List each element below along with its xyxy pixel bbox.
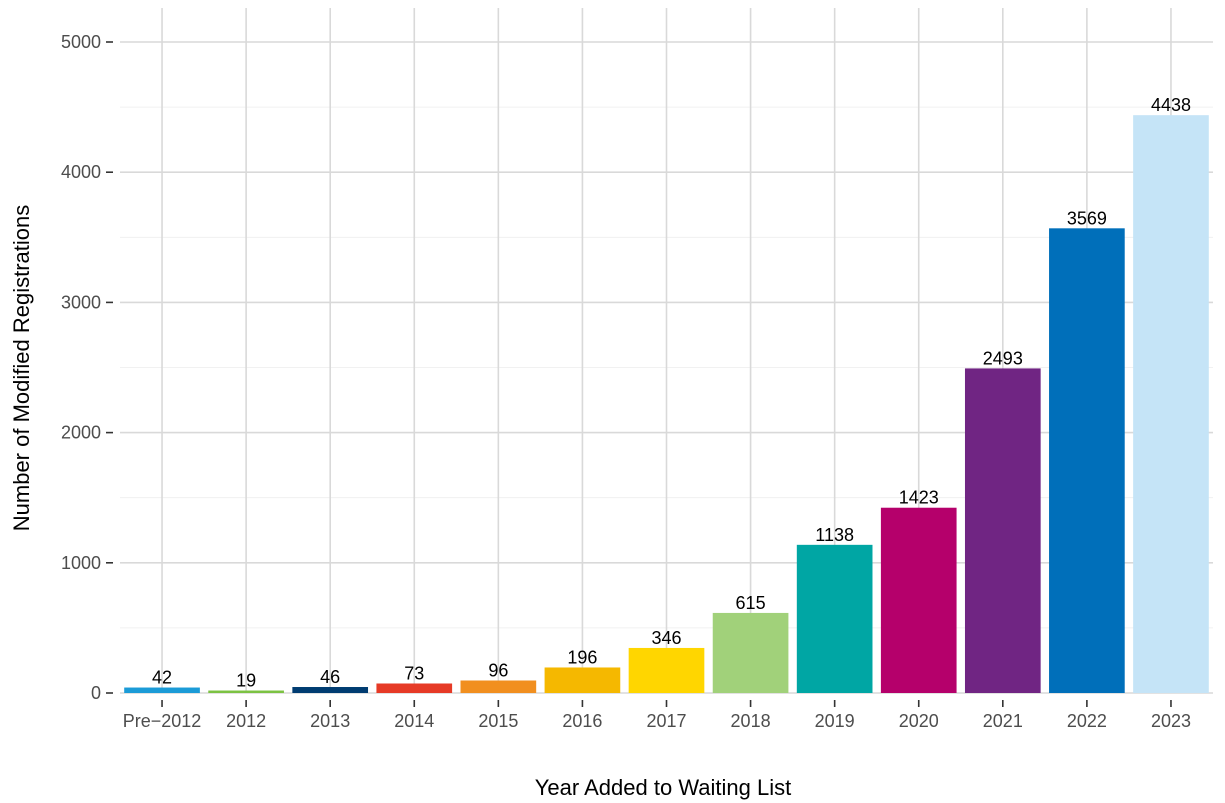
x-axis-title: Year Added to Waiting List — [535, 775, 791, 800]
bar — [461, 681, 537, 693]
bar — [208, 691, 284, 693]
bar — [1049, 228, 1125, 693]
y-tick-label: 2000 — [61, 423, 101, 443]
bar-value-label: 196 — [567, 647, 597, 667]
y-tick-label: 0 — [91, 683, 101, 703]
bar — [881, 508, 957, 693]
bar-value-label: 42 — [152, 668, 172, 688]
x-tick-label: 2023 — [1151, 711, 1191, 731]
x-tick-label: 2012 — [226, 711, 266, 731]
bar — [797, 545, 873, 693]
y-tick-label: 4000 — [61, 162, 101, 182]
x-tick-label: 2017 — [646, 711, 686, 731]
x-tick-label: 2014 — [394, 711, 434, 731]
x-tick-label: 2015 — [478, 711, 518, 731]
y-tick-label: 3000 — [61, 292, 101, 312]
x-tick-label: Pre−2012 — [123, 711, 202, 731]
x-axis: Pre−2012 2012 2013 2014 2015 2016 2017 2018 2019… — [123, 700, 1191, 731]
bar — [965, 368, 1041, 693]
bar-value-label: 2493 — [983, 348, 1023, 368]
x-tick-label: 2022 — [1067, 711, 1107, 731]
x-tick-label: 2013 — [310, 711, 350, 731]
y-tick-label: 1000 — [61, 553, 101, 573]
bar-value-label: 3569 — [1067, 208, 1107, 228]
bar — [713, 613, 789, 693]
bar — [545, 667, 621, 693]
bar-value-label: 19 — [236, 671, 256, 691]
bar-value-label: 346 — [651, 628, 681, 648]
y-axis-title: Number of Modified Registrations — [9, 205, 34, 531]
x-tick-label: 2019 — [815, 711, 855, 731]
bar-value-label: 1138 — [815, 525, 854, 545]
bar-value-label: 1423 — [899, 488, 939, 508]
y-tick-label: 5000 — [61, 32, 101, 52]
bar — [629, 648, 705, 693]
x-tick-label: 2016 — [562, 711, 602, 731]
bar — [376, 683, 452, 693]
bar-value-label: 615 — [736, 593, 766, 613]
bar-value-label: 73 — [404, 663, 424, 683]
bar — [1133, 115, 1209, 693]
x-tick-label: 2020 — [899, 711, 939, 731]
x-tick-label: 2021 — [983, 711, 1023, 731]
bar-value-label: 4438 — [1151, 95, 1191, 115]
bar-value-label: 46 — [320, 667, 340, 687]
y-axis: 0 1000 2000 3000 4000 5000 — [61, 32, 113, 703]
x-tick-label: 2018 — [731, 711, 771, 731]
bar — [292, 687, 368, 693]
bar-value-label: 96 — [488, 661, 508, 681]
bar — [124, 688, 200, 693]
